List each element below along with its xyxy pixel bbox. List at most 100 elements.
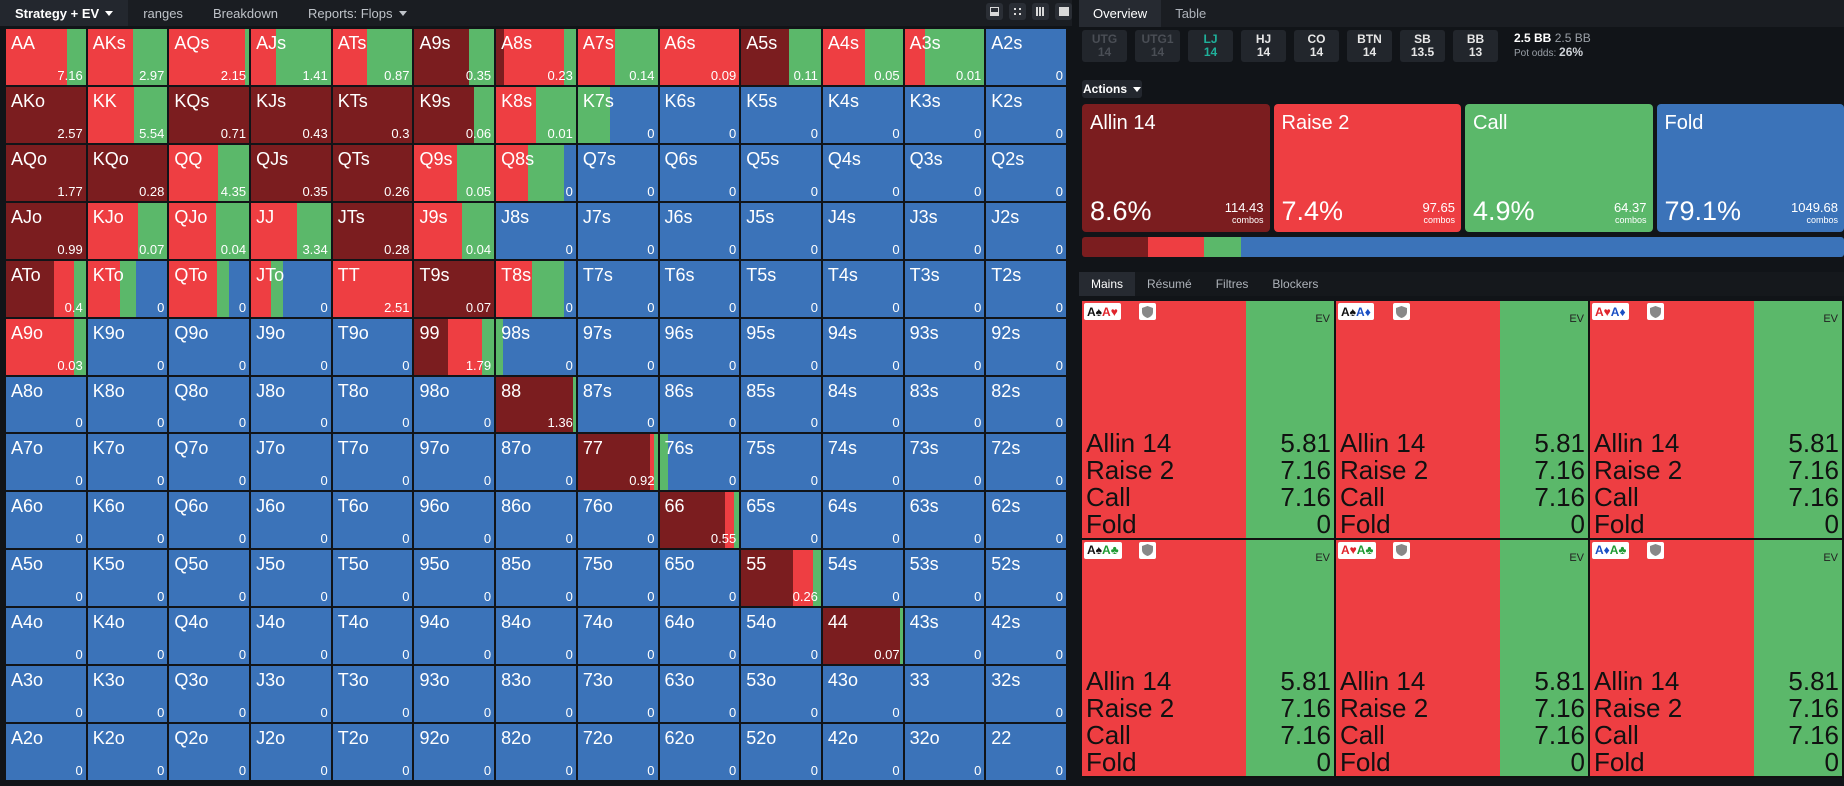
hand-cell-65o[interactable]: 65o 0 <box>659 550 740 607</box>
hand-cell-74o[interactable]: 74o 0 <box>577 608 658 665</box>
hand-cell-52s[interactable]: 52s 0 <box>986 550 1066 607</box>
hand-cell-J8s[interactable]: J8s 0 <box>496 202 576 259</box>
action-card-call[interactable]: Call 4.9% 64.37 combos <box>1465 104 1653 232</box>
hand-cell-A5s[interactable]: A5s 0.11 <box>741 29 821 85</box>
hand-combo[interactable]: A ♦ A ♣ EV Allin 14 5.81 Raise 2 7.16 Call 7.16 Fol… <box>1590 539 1844 778</box>
hand-cell-43o[interactable]: 43o 0 <box>822 666 903 723</box>
hand-cell-95o[interactable]: 95o 0 <box>414 550 495 607</box>
hand-cell-83s[interactable]: 83s 0 <box>904 376 985 433</box>
shield-icon[interactable] <box>1647 541 1664 559</box>
hand-cell-A3o[interactable]: A3o 0 <box>6 666 86 723</box>
hand-cell-84o[interactable]: 84o 0 <box>496 608 576 665</box>
fullscreen-icon[interactable] <box>1055 3 1072 20</box>
tab-breakdown[interactable]: Breakdown <box>198 0 293 26</box>
hand-combo[interactable]: A ♠ A ♥ EV Allin 14 5.81 Raise 2 7.16 Call 7.16 Fol… <box>1082 301 1336 540</box>
hand-cell-76s[interactable]: 76s 0 <box>659 434 740 491</box>
hand-cell-QJs[interactable]: QJs 0.35 <box>251 144 331 201</box>
hand-cell-A8o[interactable]: A8o 0 <box>6 376 86 433</box>
shield-icon[interactable] <box>1647 303 1664 320</box>
hand-cell-K8o[interactable]: K8o 0 <box>87 376 168 433</box>
tab-table[interactable]: Table <box>1175 6 1207 21</box>
hand-cell-62s[interactable]: 62s 0 <box>986 492 1066 549</box>
hand-cell-J5s[interactable]: J5s 0 <box>741 202 821 259</box>
hand-cell-KTs[interactable]: KTs 0.3 <box>332 86 413 143</box>
hand-cell-K6o[interactable]: K6o 0 <box>87 492 168 549</box>
hand-cell-K9s[interactable]: K9s 0.06 <box>414 86 495 143</box>
position-sb[interactable]: SB 13.5 <box>1400 30 1445 62</box>
hand-cell-87o[interactable]: 87o 0 <box>496 434 576 491</box>
hand-cell-TT[interactable]: TT 2.51 <box>332 260 413 317</box>
hand-cell-J6o[interactable]: J6o 0 <box>251 492 331 549</box>
expand-icon[interactable] <box>1009 3 1026 20</box>
hand-cell-64s[interactable]: 64s 0 <box>822 492 903 549</box>
hand-cell-K2o[interactable]: K2o 0 <box>87 724 168 780</box>
hand-cell-85s[interactable]: 85s 0 <box>741 376 821 433</box>
hand-cell-88[interactable]: 88 1.36 <box>496 376 576 433</box>
position-utg[interactable]: UTG 14 <box>1082 30 1127 62</box>
hand-cell-Q4s[interactable]: Q4s 0 <box>822 144 903 201</box>
hand-cell-QQ[interactable]: QQ 4.35 <box>169 144 250 201</box>
hand-cell-AQo[interactable]: AQo 1.77 <box>6 144 86 201</box>
hand-cell-Q2o[interactable]: Q2o 0 <box>169 724 250 780</box>
hand-cell-Q8s[interactable]: Q8s 0 <box>496 144 576 201</box>
hand-cell-92o[interactable]: 92o 0 <box>414 724 495 780</box>
hand-cell-63o[interactable]: 63o 0 <box>659 666 740 723</box>
hand-combo[interactable]: A ♥ A ♦ EV Allin 14 5.81 Raise 2 7.16 Call 7.16 Fol… <box>1590 301 1844 540</box>
shield-icon[interactable] <box>1139 303 1156 320</box>
hand-cell-53o[interactable]: 53o 0 <box>741 666 821 723</box>
hand-cell-77[interactable]: 77 0.92 <box>577 434 658 491</box>
hand-cell-QTo[interactable]: QTo 0 <box>169 260 250 317</box>
hand-cell-T6o[interactable]: T6o 0 <box>332 492 413 549</box>
hand-cell-J3s[interactable]: J3s 0 <box>904 202 985 259</box>
hand-cell-Q7s[interactable]: Q7s 0 <box>577 144 658 201</box>
hand-cell-Q9o[interactable]: Q9o 0 <box>169 318 250 375</box>
hand-cell-T2o[interactable]: T2o 0 <box>332 724 413 780</box>
hand-cell-T8o[interactable]: T8o 0 <box>332 376 413 433</box>
hand-cell-K5s[interactable]: K5s 0 <box>741 86 821 143</box>
hand-cell-A7s[interactable]: A7s 0.14 <box>577 29 658 85</box>
hand-cell-73o[interactable]: 73o 0 <box>577 666 658 723</box>
hand-cell-A9s[interactable]: A9s 0.35 <box>414 29 495 85</box>
action-card-allin[interactable]: Allin 14 8.6% 114.43 combos <box>1082 104 1270 232</box>
hand-cell-JJ[interactable]: JJ 3.34 <box>251 202 331 259</box>
hand-cell-64o[interactable]: 64o 0 <box>659 608 740 665</box>
hand-cell-55[interactable]: 55 0.26 <box>741 550 821 607</box>
panel-icon[interactable] <box>986 3 1003 20</box>
position-btn[interactable]: BTN 14 <box>1347 30 1392 62</box>
hand-cell-96s[interactable]: 96s 0 <box>659 318 740 375</box>
hand-cell-A8s[interactable]: A8s 0.23 <box>496 29 576 85</box>
tab-mains[interactable]: Mains <box>1079 272 1136 296</box>
action-card-fold[interactable]: Fold 79.1% 1049.68 combos <box>1656 104 1844 232</box>
hand-cell-KJs[interactable]: KJs 0.43 <box>251 86 331 143</box>
hand-cell-Q8o[interactable]: Q8o 0 <box>169 376 250 433</box>
hand-cell-AKs[interactable]: AKs 2.97 <box>87 29 168 85</box>
hand-cell-K4o[interactable]: K4o 0 <box>87 608 168 665</box>
hand-cell-75o[interactable]: 75o 0 <box>577 550 658 607</box>
hand-cell-96o[interactable]: 96o 0 <box>414 492 495 549</box>
hand-cell-Q6s[interactable]: Q6s 0 <box>659 144 740 201</box>
hand-cell-86o[interactable]: 86o 0 <box>496 492 576 549</box>
hand-cell-52o[interactable]: 52o 0 <box>741 724 821 780</box>
hand-cell-QJo[interactable]: QJo 0.04 <box>169 202 250 259</box>
hand-cell-J9s[interactable]: J9s 0.04 <box>414 202 495 259</box>
hand-cell-76o[interactable]: 76o 0 <box>577 492 658 549</box>
hand-cell-K4s[interactable]: K4s 0 <box>822 86 903 143</box>
hand-cell-J3o[interactable]: J3o 0 <box>251 666 331 723</box>
hand-cell-T3s[interactable]: T3s 0 <box>904 260 985 317</box>
hand-cell-82o[interactable]: 82o 0 <box>496 724 576 780</box>
hand-cell-AJo[interactable]: AJo 0.99 <box>6 202 86 259</box>
hand-cell-JTo[interactable]: JTo 0 <box>251 260 331 317</box>
shield-icon[interactable] <box>1393 303 1410 320</box>
hand-cell-KQs[interactable]: KQs 0.71 <box>169 86 250 143</box>
hand-cell-66[interactable]: 66 0.55 <box>659 492 740 549</box>
hand-cell-93o[interactable]: 93o 0 <box>414 666 495 723</box>
hand-cell-A3s[interactable]: A3s 0.01 <box>904 29 985 85</box>
tab-rsum[interactable]: Résumé <box>1147 277 1192 291</box>
hand-cell-ATs[interactable]: ATs 0.87 <box>332 29 413 85</box>
hand-cell-65s[interactable]: 65s 0 <box>741 492 821 549</box>
hand-cell-53s[interactable]: 53s 0 <box>904 550 985 607</box>
hand-cell-KK[interactable]: KK 5.54 <box>87 86 168 143</box>
hand-cell-KQo[interactable]: KQo 0.28 <box>87 144 168 201</box>
position-bb[interactable]: BB 13 <box>1453 30 1498 62</box>
hand-cell-95s[interactable]: 95s 0 <box>741 318 821 375</box>
